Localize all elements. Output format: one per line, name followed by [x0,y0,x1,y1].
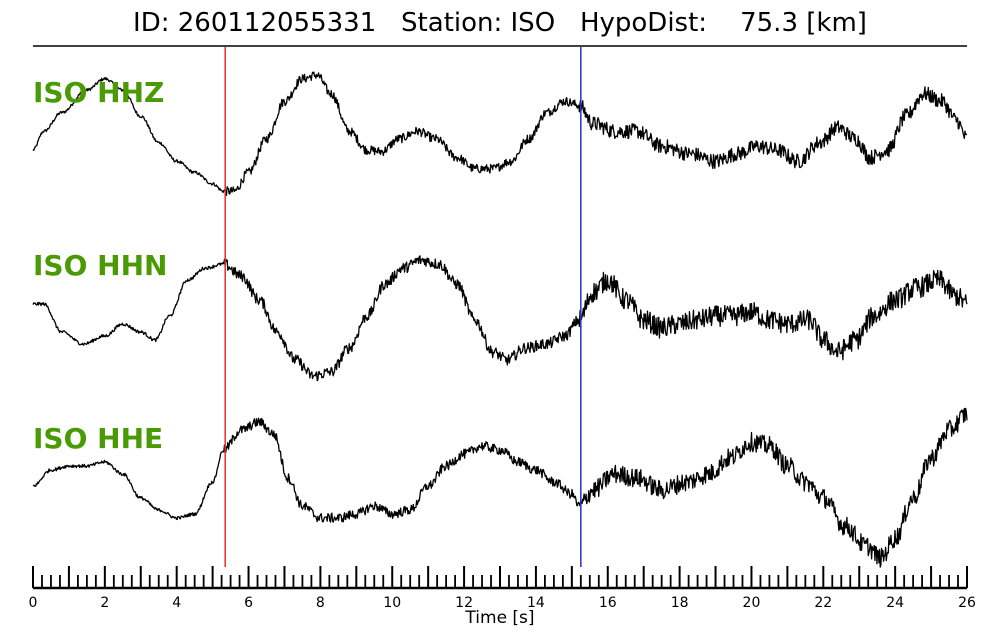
x-tick-label: 26 [958,595,976,611]
trace-labels-group: ISO HHZ ISO HHN ISO HHE [33,76,167,455]
time-axis: 0 2 4 6 8 10 12 14 16 18 20 22 24 26 [29,566,976,611]
x-tick-label: 4 [172,595,181,611]
markers-group [224,47,582,567]
trace-line-3 [32,407,968,568]
x-tick-label: 22 [814,595,832,611]
x-tick-label: 8 [316,595,325,611]
x-tick-label: 24 [886,595,904,611]
x-tick-label: 2 [100,595,109,611]
x-tick-label: 10 [383,595,401,611]
x-tick-label: 6 [244,595,253,611]
trace-label-1: ISO HHZ [33,76,164,109]
x-tick-label: 16 [599,595,617,611]
traces-group [32,71,968,568]
chart-title: ID: 260112055331 Station: ISO HypoDist: … [133,8,867,38]
x-tick-label: 12 [455,595,473,611]
x-tick-label: 14 [527,595,545,611]
x-tick-label: 20 [743,595,761,611]
x-tick-label: 0 [29,595,38,611]
trace-label-2: ISO HHN [33,249,167,282]
trace-label-3: ISO HHE [33,422,163,455]
trace-line-2 [32,255,968,382]
x-tick-label: 18 [671,595,689,611]
trace-line-1 [32,71,968,197]
x-axis-label: Time [s] [464,608,534,628]
